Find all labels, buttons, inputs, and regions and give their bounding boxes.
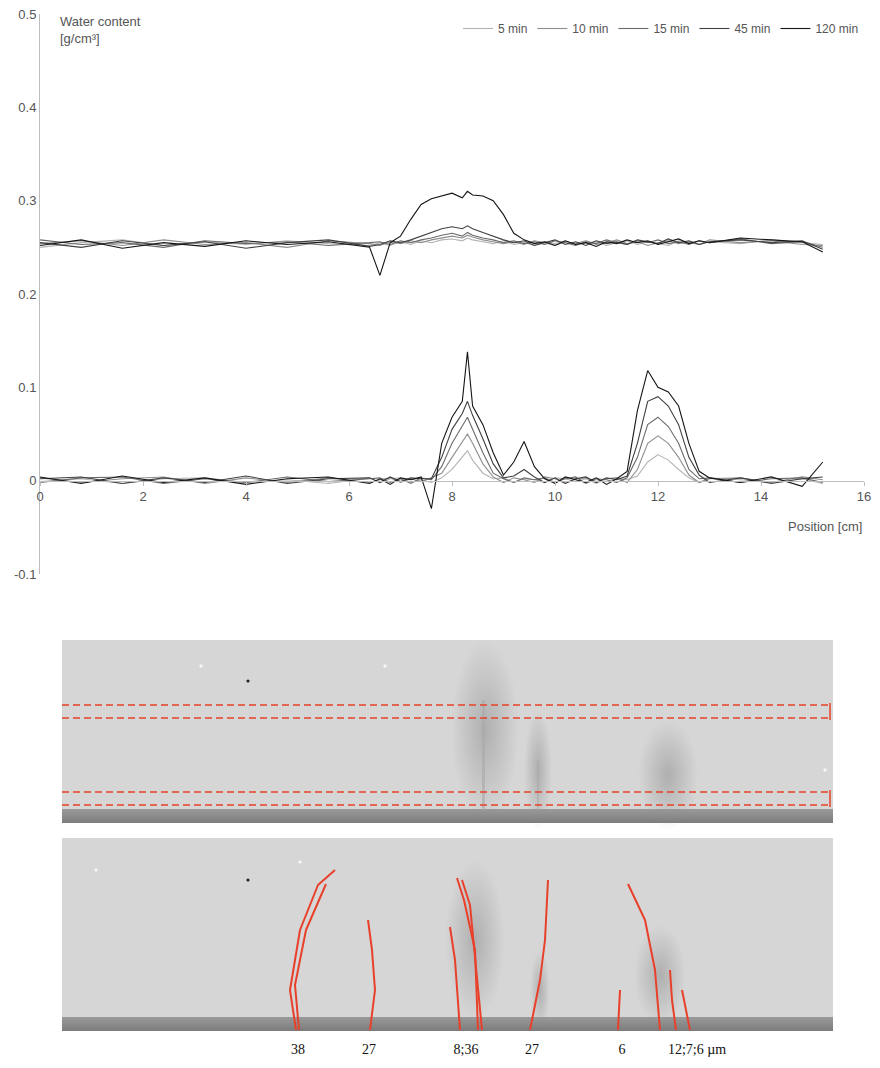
svg-text:0.1: 0.1 [18, 380, 36, 395]
svg-text:0.2: 0.2 [18, 287, 36, 302]
svg-text:120 min: 120 min [815, 22, 858, 36]
svg-text:5 min: 5 min [498, 22, 527, 36]
svg-text:6: 6 [619, 1042, 626, 1057]
svg-text:8: 8 [448, 489, 455, 504]
svg-text:0: 0 [29, 473, 36, 488]
svg-text:4: 4 [242, 489, 249, 504]
svg-text:-0.1: -0.1 [14, 567, 36, 582]
svg-text:27: 27 [362, 1042, 376, 1057]
svg-text:8;36: 8;36 [454, 1042, 479, 1057]
svg-text:12: 12 [651, 489, 665, 504]
svg-text:15 min: 15 min [653, 22, 689, 36]
svg-text:6: 6 [345, 489, 352, 504]
svg-text:12;7;6 µm: 12;7;6 µm [668, 1042, 726, 1057]
svg-text:10 min: 10 min [572, 22, 608, 36]
svg-text:Position [cm]: Position [cm] [788, 519, 862, 534]
svg-text:0.5: 0.5 [18, 7, 36, 22]
svg-text:45 min: 45 min [734, 22, 770, 36]
svg-text:0.3: 0.3 [18, 193, 36, 208]
svg-text:27: 27 [525, 1042, 539, 1057]
svg-text:0: 0 [36, 489, 43, 504]
svg-text:2: 2 [139, 489, 146, 504]
svg-text:38: 38 [291, 1042, 305, 1057]
svg-text:16: 16 [857, 489, 871, 504]
svg-text:0.4: 0.4 [18, 100, 36, 115]
svg-text:Water content[g/cm³]: Water content[g/cm³] [60, 14, 141, 46]
svg-text:14: 14 [754, 489, 768, 504]
svg-text:10: 10 [548, 489, 562, 504]
